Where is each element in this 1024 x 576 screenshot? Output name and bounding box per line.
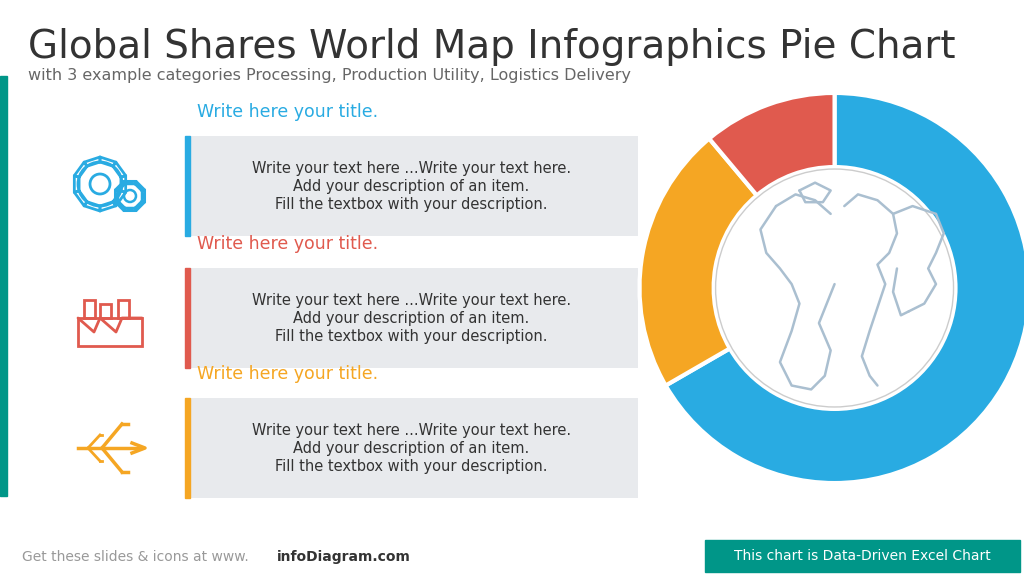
Text: Fill the textbox with your description.: Fill the textbox with your description. bbox=[275, 458, 548, 473]
Text: Write here your title.: Write here your title. bbox=[197, 235, 378, 253]
Circle shape bbox=[716, 169, 953, 407]
Text: Fill the textbox with your description.: Fill the textbox with your description. bbox=[275, 328, 548, 343]
Wedge shape bbox=[640, 139, 757, 385]
Text: Write your text here ...Write your text here.: Write your text here ...Write your text … bbox=[252, 293, 571, 308]
Text: Add your description of an item.: Add your description of an item. bbox=[293, 441, 529, 456]
Bar bbox=[185, 136, 190, 236]
Bar bbox=[185, 268, 638, 368]
Bar bbox=[84, 300, 95, 318]
Bar bbox=[705, 540, 1020, 572]
Text: with 3 example categories Processing, Production Utility, Logistics Delivery: with 3 example categories Processing, Pr… bbox=[28, 68, 631, 83]
Text: Get these slides & icons at www.: Get these slides & icons at www. bbox=[22, 550, 249, 564]
Text: Add your description of an item.: Add your description of an item. bbox=[293, 179, 529, 194]
Bar bbox=[0, 76, 7, 496]
Text: infoDiagram.com: infoDiagram.com bbox=[278, 550, 411, 564]
Bar bbox=[100, 304, 111, 318]
Bar bbox=[185, 136, 638, 236]
Bar bbox=[78, 318, 142, 346]
Text: Write your text here ...Write your text here.: Write your text here ...Write your text … bbox=[252, 423, 571, 438]
Bar bbox=[118, 300, 129, 318]
Wedge shape bbox=[666, 93, 1024, 483]
Wedge shape bbox=[710, 93, 835, 195]
Text: Write your text here ...Write your text here.: Write your text here ...Write your text … bbox=[252, 161, 571, 176]
Text: Add your description of an item.: Add your description of an item. bbox=[293, 310, 529, 325]
Text: Write here your title.: Write here your title. bbox=[197, 365, 378, 383]
Text: Fill the textbox with your description.: Fill the textbox with your description. bbox=[275, 196, 548, 211]
Bar bbox=[185, 268, 190, 368]
Bar bbox=[185, 398, 190, 498]
Text: Global Shares World Map Infographics Pie Chart: Global Shares World Map Infographics Pie… bbox=[28, 28, 955, 66]
Text: This chart is Data-Driven Excel Chart: This chart is Data-Driven Excel Chart bbox=[734, 549, 991, 563]
Bar bbox=[185, 398, 638, 498]
Text: Write here your title.: Write here your title. bbox=[197, 103, 378, 121]
